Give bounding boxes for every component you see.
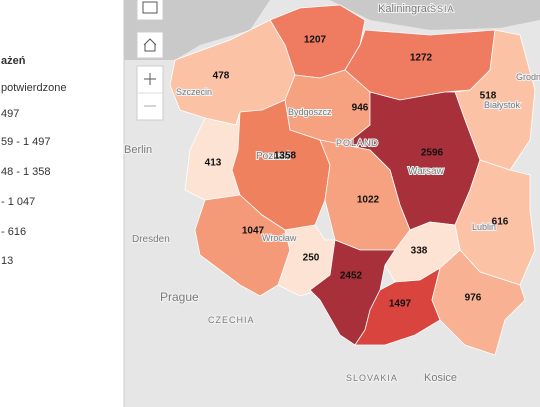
legend-item: 59 - 1 497 <box>1 136 51 148</box>
region-value: 338 <box>411 246 428 257</box>
legend-item: 13 <box>1 255 13 267</box>
place-label: Grodno <box>516 72 540 82</box>
region[interactable] <box>194 194 291 297</box>
region-value: 1207 <box>304 35 327 46</box>
legend-item: - 1 047 <box>1 196 35 208</box>
region-value: 946 <box>352 103 369 114</box>
place-label: Warsaw <box>408 166 445 177</box>
region-value: 976 <box>465 293 482 304</box>
legend-item: - 616 <box>1 226 26 238</box>
legend-item: 48 - 1 358 <box>1 166 51 178</box>
region-value: 616 <box>492 217 509 228</box>
region-value: 413 <box>205 158 222 169</box>
place-label: SLOVAKIA <box>346 373 398 383</box>
place-label: Poznań <box>256 151 290 162</box>
map-controls <box>136 0 164 121</box>
place-label: POLAND <box>336 138 379 148</box>
region-value: 1272 <box>410 53 433 64</box>
place-label: Lublin <box>472 222 496 232</box>
region[interactable] <box>231 99 331 231</box>
home-icon <box>143 38 157 52</box>
place-label: Prague <box>160 290 199 304</box>
place-labels: Kaliningrad SSIA Szczecin Bydgoszcz POLA… <box>123 2 540 385</box>
legend: ażeń potwierdzone 497 59 - 1 497 48 - 1 … <box>1 55 66 267</box>
region-value: 2452 <box>340 271 363 282</box>
region-value: 1022 <box>357 195 380 206</box>
zoom-in-button[interactable] <box>144 73 156 85</box>
place-label: Bydgoszcz <box>288 107 332 117</box>
region-value: 1497 <box>389 299 412 310</box>
legend-item: 497 <box>1 108 19 120</box>
region-value: 518 <box>480 91 497 102</box>
place-label: Szczecin <box>176 87 212 97</box>
regions <box>169 4 536 356</box>
legend-panel <box>0 0 124 407</box>
place-label: Kaliningrad <box>378 3 433 15</box>
place-label: Dresden <box>132 234 170 245</box>
basemap-icon <box>142 1 158 14</box>
place-label: CZECHIA <box>208 315 255 325</box>
place-label: Berlin <box>124 144 152 156</box>
region-value: 2596 <box>421 148 444 159</box>
region-value: 1047 <box>242 226 265 237</box>
region[interactable] <box>354 267 441 346</box>
place-label: Wrocław <box>262 233 297 243</box>
region-value: 478 <box>213 71 230 82</box>
legend-subtitle: potwierdzone <box>1 82 66 94</box>
home-button[interactable] <box>136 31 164 59</box>
region-value: 1358 <box>274 151 297 162</box>
region-value: 250 <box>303 253 320 264</box>
sea <box>124 0 540 60</box>
place-label: Kosice <box>424 372 457 384</box>
place-label: Białystok <box>484 100 521 110</box>
region[interactable] <box>431 249 526 356</box>
region-values: 1207 1272 478 946 518 413 1358 2596 1022… <box>205 35 509 310</box>
place-label: SSIA <box>430 4 455 14</box>
basemap-button[interactable] <box>136 0 164 21</box>
legend-title: ażeń <box>1 55 26 67</box>
